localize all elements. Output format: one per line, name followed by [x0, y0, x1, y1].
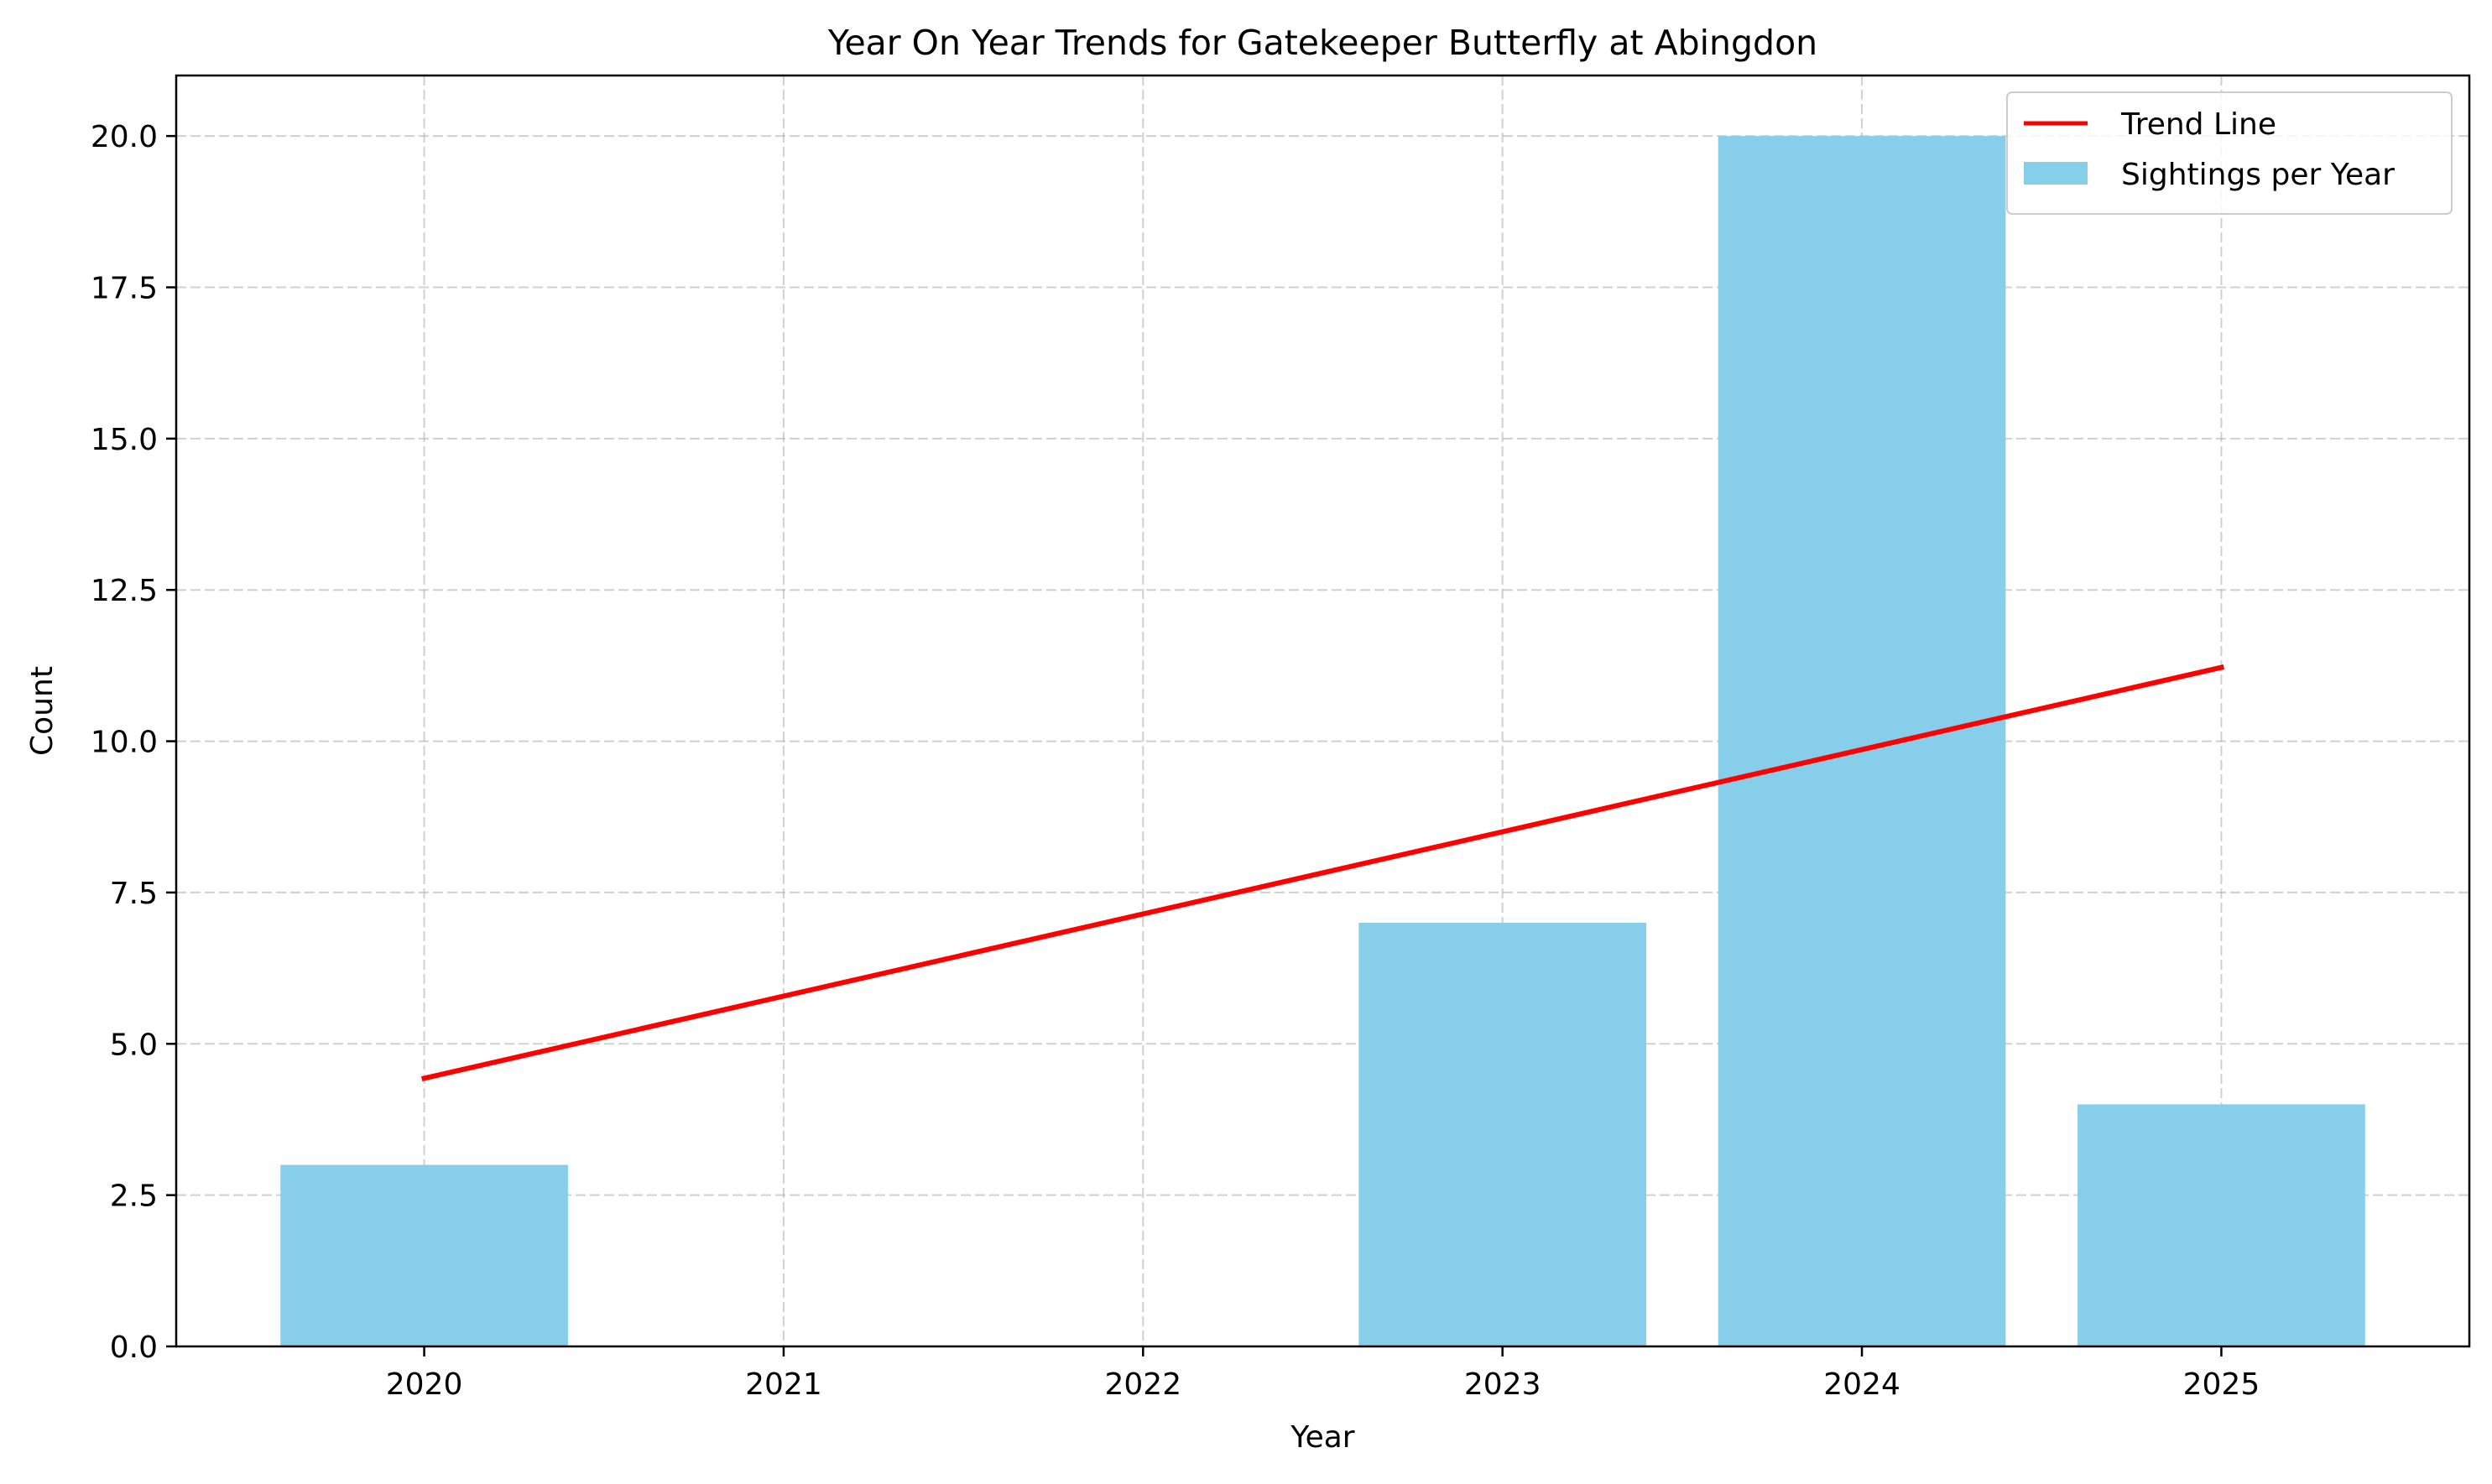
bar-2024: [1718, 136, 2006, 1347]
x-tick-label: 2023: [1464, 1367, 1541, 1402]
y-tick-label: 17.5: [91, 272, 158, 306]
bars: [280, 136, 2365, 1347]
y-tick-label: 2.5: [110, 1179, 158, 1214]
y-tick-label: 5.0: [110, 1028, 158, 1062]
bar-2023: [1358, 923, 1647, 1346]
ticks: 2020 2021 2022 2023 2024 2025 0.0 2.5 5.0 7.5 10.0…: [91, 120, 2260, 1402]
axes: [175, 74, 2471, 1348]
x-tick-label: 2025: [2183, 1367, 2260, 1402]
legend-bar-swatch: [2024, 162, 2088, 185]
x-tick-label: 2020: [386, 1367, 463, 1402]
legend-bar-label: Sightings per Year: [2121, 158, 2395, 192]
x-tick-label: 2022: [1105, 1367, 1182, 1402]
x-tick-label: 2024: [1823, 1367, 1900, 1402]
x-axis-label: Year: [1290, 1420, 1354, 1455]
legend: Trend Line Sightings per Year: [2006, 91, 2453, 215]
y-tick-label: 10.0: [91, 726, 158, 760]
y-axis-label: Count: [25, 666, 60, 756]
x-tick-label: 2021: [745, 1367, 822, 1402]
trend-line-layer: [420, 664, 2225, 1082]
bar-2025: [2078, 1104, 2365, 1346]
y-tick-label: 12.5: [91, 574, 158, 608]
legend-trend-line-label: Trend Line: [2120, 107, 2276, 142]
y-tick-label: 0.0: [110, 1330, 158, 1365]
plot-frame: [175, 74, 2471, 1348]
y-tick-label: 7.5: [110, 877, 158, 911]
trend-line: [420, 664, 2225, 1082]
chart-title: Year On Year Trends for Gatekeeper Butte…: [827, 23, 1817, 63]
y-tick-label: 20.0: [91, 120, 158, 154]
bar-2020: [280, 1164, 568, 1346]
legend-box: [2006, 91, 2453, 215]
y-tick-label: 15.0: [91, 423, 158, 457]
